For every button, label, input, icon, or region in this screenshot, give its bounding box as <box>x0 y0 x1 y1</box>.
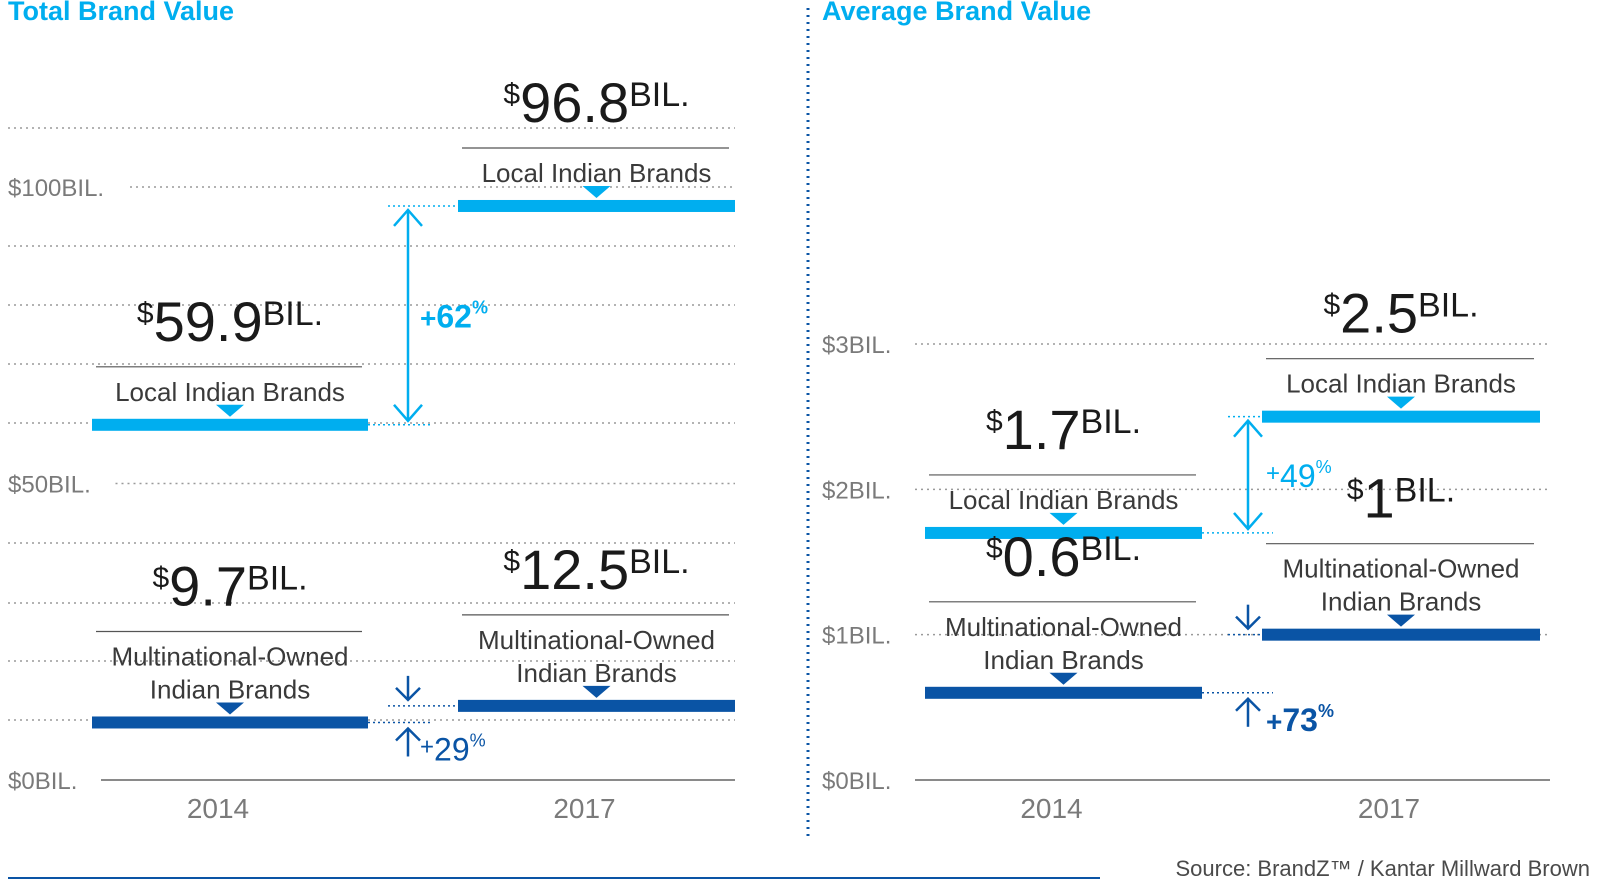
change-arrow-head-down <box>1233 512 1263 531</box>
bar-local-indian-brands-2014 <box>925 526 1202 539</box>
series-label: Local Indian Brands <box>115 377 345 407</box>
x-tick-label: 2014 <box>187 793 249 824</box>
change-arrow-head-down <box>395 686 421 702</box>
y-tick-label: $2BIL. <box>822 477 891 504</box>
x-tick-label: 2017 <box>553 793 615 824</box>
series-label: Multinational-Owned <box>111 641 348 671</box>
value-label: $0.6BIL. <box>986 525 1141 588</box>
series-label: Local Indian Brands <box>949 485 1179 515</box>
change-arrow-head-up <box>1233 418 1263 438</box>
y-tick-label: $100BIL. <box>8 175 104 202</box>
bar-multinational-owned-indian-brands-2014 <box>92 716 368 729</box>
chart-title: Average Brand Value <box>822 0 1091 26</box>
bar-local-indian-brands-2017 <box>1262 410 1540 423</box>
bar-pointer <box>1387 396 1415 409</box>
series-label: Indian Brands <box>983 645 1143 675</box>
bar-pointer <box>216 702 244 715</box>
bar-pointer <box>1049 672 1078 685</box>
bar-multinational-owned-indian-brands-2017 <box>458 699 735 712</box>
series-label: Local Indian Brands <box>482 158 712 188</box>
change-label: +49% <box>1266 457 1332 494</box>
y-tick-label: $3BIL. <box>822 332 891 359</box>
value-label: $59.9BIL. <box>137 290 323 353</box>
value-label: $12.5BIL. <box>503 538 689 601</box>
chart-title: Total Brand Value <box>8 0 234 26</box>
source-note: Source: BrandZ™ / Kantar Millward Brown <box>1176 856 1591 881</box>
average-brand-value-panel: Average Brand Value $0BIL. $1BIL. $2BIL. $3B… <box>822 0 1550 824</box>
value-label: $2.5BIL. <box>1323 282 1478 345</box>
value-label: $96.8BIL. <box>503 71 689 134</box>
change-arrow-head-up <box>395 726 421 742</box>
y-tick-label: $0BIL. <box>822 768 891 795</box>
series-label: Indian Brands <box>516 658 676 688</box>
change-label: +29% <box>420 730 486 767</box>
y-tick-label: $0BIL. <box>8 768 77 795</box>
bar-pointer <box>1387 614 1415 627</box>
change-label: +73% <box>1266 701 1334 738</box>
change-arrow-head-down <box>393 403 423 423</box>
bar-pointer <box>582 185 611 198</box>
x-tick-label: 2014 <box>1020 793 1082 824</box>
value-label: $1BIL. <box>1347 467 1455 530</box>
bar-multinational-owned-indian-brands-2017 <box>1262 628 1540 641</box>
change-arrow-head-up <box>393 208 423 227</box>
bar-pointer <box>1049 512 1078 525</box>
bar-pointer <box>582 685 611 698</box>
value-label: $9.7BIL. <box>152 554 307 617</box>
bar-local-indian-brands-2014 <box>92 418 368 431</box>
y-tick-label: $50BIL. <box>8 472 91 499</box>
change-arrow-head-down <box>1235 615 1261 631</box>
bar-pointer <box>216 404 244 417</box>
y-tick-label: $1BIL. <box>822 623 891 650</box>
total-brand-value-panel: Total Brand Value $0BIL. $50BIL. $100BIL. 20… <box>8 0 735 824</box>
series-label: Indian Brands <box>150 674 310 704</box>
series-label: Multinational-Owned <box>1282 554 1519 584</box>
change-label: +62% <box>420 297 488 334</box>
bar-local-indian-brands-2017 <box>458 199 735 212</box>
series-label: Local Indian Brands <box>1286 369 1516 399</box>
series-label: Multinational-Owned <box>478 625 715 655</box>
series-label: Multinational-Owned <box>945 612 1182 642</box>
bar-multinational-owned-indian-brands-2014 <box>925 686 1202 699</box>
change-arrow-head-up <box>1235 697 1261 712</box>
value-label: $1.7BIL. <box>986 398 1141 461</box>
series-label: Indian Brands <box>1321 587 1481 617</box>
x-tick-label: 2017 <box>1358 793 1420 824</box>
